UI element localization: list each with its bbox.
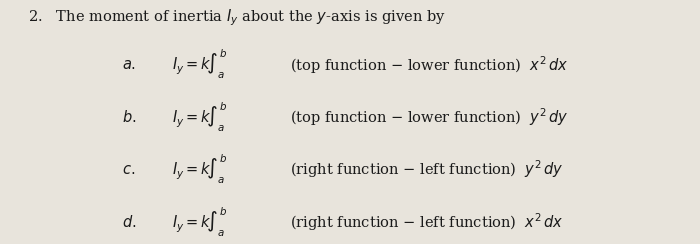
Text: $I_y = k\!\int_a^b$: $I_y = k\!\int_a^b$ [172,205,227,239]
Text: (right function $-$ left function)  $y^2\, dy$: (right function $-$ left function) $y^2\… [290,159,564,180]
Text: $I_y = k\!\int_a^b$: $I_y = k\!\int_a^b$ [172,48,227,81]
Text: $I_y = k\!\int_a^b$: $I_y = k\!\int_a^b$ [172,153,227,186]
Text: 2.   The moment of inertia $\mathit{I_y}$ about the $y$-axis is given by: 2. The moment of inertia $\mathit{I_y}$ … [28,7,446,28]
Text: $c.$: $c.$ [122,163,136,177]
Text: $d.$: $d.$ [122,214,137,230]
Text: $I_y = k\!\int_a^b$: $I_y = k\!\int_a^b$ [172,101,227,134]
Text: (right function $-$ left function)  $x^2\, dx$: (right function $-$ left function) $x^2\… [290,211,564,233]
Text: (top function $-$ lower function)  $y^2\, dy$: (top function $-$ lower function) $y^2\,… [290,106,569,128]
Text: (top function $-$ lower function)  $x^2\, dx$: (top function $-$ lower function) $x^2\,… [290,54,569,75]
Text: $b.$: $b.$ [122,109,137,125]
Text: $a.$: $a.$ [122,58,136,72]
